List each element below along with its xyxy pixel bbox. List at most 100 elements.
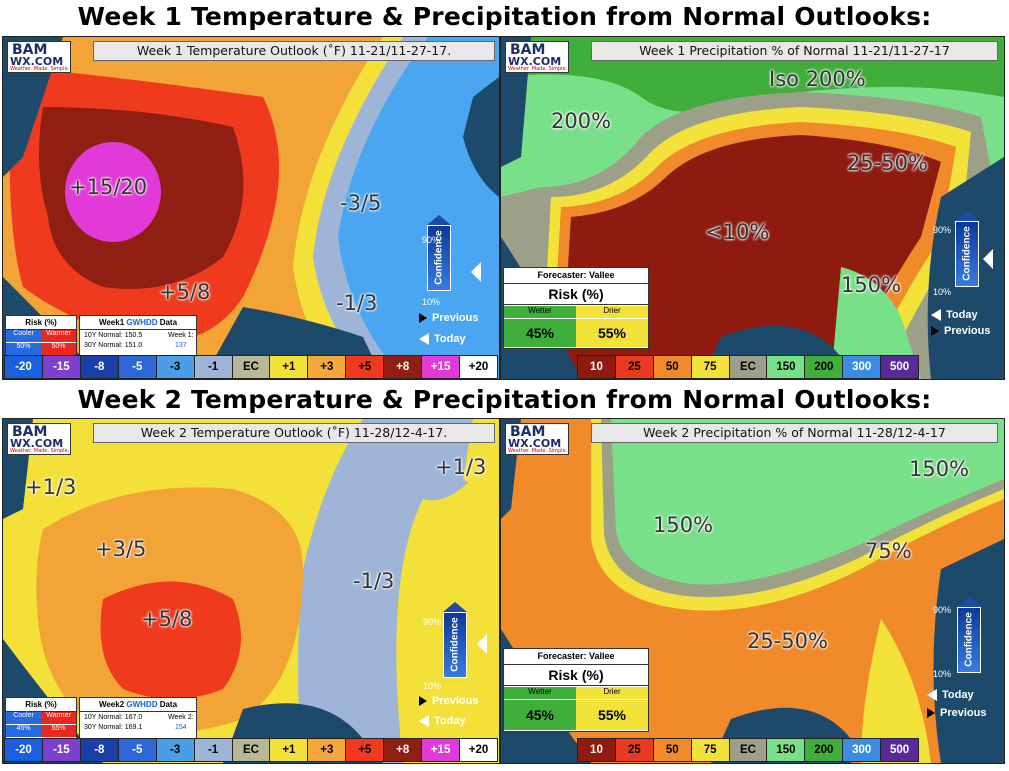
scale-swatch: EC [729, 356, 768, 378]
scale-swatch: -8 [80, 739, 119, 761]
previous-marker-icon [931, 326, 939, 337]
risk-header: Risk (%) [6, 698, 76, 712]
map-label: 150% [909, 457, 970, 481]
logo-line2: WX.COM [508, 55, 562, 68]
temperature-scale: -20 -15 -8 -5 -3 -1 EC +1 +3 +5 +8 +15 +20 [4, 355, 498, 379]
forecaster-label: Forecaster: Vallee [504, 649, 648, 665]
scale-swatch: 10 [578, 356, 616, 378]
map-label: +5/8 [141, 607, 193, 631]
logo-line2: WX.COM [10, 437, 64, 450]
previous-label: Previous [432, 695, 479, 707]
scale-swatch: -3 [156, 739, 195, 761]
today-label: Today [434, 333, 466, 345]
scale-swatch: 75 [691, 356, 730, 378]
today-legend: Today [419, 333, 466, 346]
scale-swatch: 500 [881, 356, 919, 378]
scale-swatch: 75 [691, 739, 730, 761]
gwhdd-30y: 30Y Normal: 151.0 [84, 342, 143, 349]
today-marker-icon [931, 309, 941, 322]
precip-risk-box: Forecaster: Vallee Risk (%) Wetter Drier… [503, 648, 649, 732]
today-legend: Today [927, 689, 974, 702]
scale-swatch: -1 [194, 356, 233, 378]
previous-legend: Previous [419, 695, 478, 707]
risk-box: Risk (%) Cooler Warmer 50% 50% [5, 315, 77, 357]
week2-precipitation-panel: BAM WX.COM Weather. Made. Simple. Week 2… [500, 418, 1005, 764]
map-label: 200% [551, 109, 612, 133]
map-label: 150% [653, 513, 714, 537]
logo-tagline: Weather. Made. Simple. [10, 448, 70, 454]
previous-legend: Previous [931, 325, 990, 337]
panel-title: Week 1 Precipitation % of Normal 11-21/1… [591, 41, 998, 61]
today-legend: Today [931, 309, 978, 322]
warmer-label: Warmer [41, 330, 76, 342]
map-label: 150% [841, 273, 902, 297]
scale-swatch: 500 [881, 739, 919, 761]
previous-label: Previous [944, 325, 991, 337]
confidence-low: 10% [933, 287, 952, 297]
scale-swatch: -1 [194, 739, 233, 761]
risk-header: Risk (%) [6, 316, 76, 330]
today-label: Today [942, 689, 974, 701]
map-label: 25-50% [747, 629, 828, 653]
confidence-high: 90% [933, 225, 952, 235]
today-marker-icon [927, 689, 937, 702]
logo-line1: BAM [12, 424, 48, 440]
risk-label: Risk (%) [504, 284, 648, 305]
scale-swatch: +15 [422, 739, 461, 761]
drier-value: 55% [576, 700, 648, 730]
map-label: +3/5 [95, 537, 147, 561]
gwhdd-10y: 10Y Normal: 150.5 [84, 332, 143, 339]
previous-marker-icon [419, 696, 427, 707]
scale-swatch: 300 [843, 739, 882, 761]
gwhdd-week-value: 154 [175, 724, 187, 731]
risk-label: Risk (%) [504, 665, 648, 686]
confidence-high: 90% [422, 235, 441, 245]
today-legend: Today [419, 715, 466, 728]
scale-swatch: -8 [80, 356, 119, 378]
logo-line1: BAM [12, 42, 48, 58]
scale-swatch: +8 [384, 356, 423, 378]
drier-value: 55% [576, 319, 648, 347]
panel-title: Week 2 Precipitation % of Normal 11-28/1… [591, 423, 998, 443]
confidence-low: 10% [933, 669, 952, 679]
confidence-bar: Confidence [443, 612, 467, 678]
previous-marker-icon [419, 313, 427, 324]
map-label: -3/5 [340, 191, 382, 215]
forecaster-label: Forecaster: Vallee [504, 268, 648, 284]
today-label: Today [946, 309, 978, 321]
panel-title: Week 2 Temperature Outlook (˚F) 11-28/12… [93, 423, 495, 443]
previous-legend: Previous [419, 312, 478, 324]
today-pointer-icon [477, 634, 487, 654]
bamwx-logo: BAM WX.COM Weather. Made. Simple. [505, 423, 569, 455]
confidence-low: 10% [423, 681, 442, 691]
scale-swatch: 150 [767, 739, 806, 761]
confidence-bar: Confidence [957, 607, 981, 673]
scale-swatch: 200 [805, 739, 844, 761]
previous-label: Previous [432, 312, 479, 324]
wetter-value: 45% [504, 319, 576, 347]
map-label: -1/3 [336, 291, 378, 315]
wetter-label: Wetter [504, 687, 576, 699]
confidence-label: Confidence [961, 226, 973, 281]
warmer-value: 55% [41, 725, 76, 737]
map-label: <10% [705, 220, 770, 244]
previous-marker-icon [927, 708, 935, 719]
warmer-value: 50% [41, 343, 76, 355]
confidence-low: 10% [422, 297, 441, 307]
logo-line2: WX.COM [508, 437, 562, 450]
scale-swatch: +8 [384, 739, 423, 761]
today-label: Today [434, 715, 466, 727]
week2-temperature-panel: BAM WX.COM Weather. Made. Simple. Week 2… [2, 418, 500, 764]
bamwx-logo: BAM WX.COM Weather. Made. Simple. [505, 41, 569, 73]
confidence-high: 90% [933, 605, 952, 615]
scale-swatch: EC [232, 356, 271, 378]
scale-swatch: 200 [805, 356, 844, 378]
gwhdd-data-box: Week2 GWHDD Data 10Y Normal: 167.0 30Y N… [79, 697, 197, 739]
week2-temperature-map [3, 419, 499, 763]
logo-tagline: Weather. Made. Simple. [508, 66, 568, 72]
scale-swatch: +20 [460, 739, 497, 761]
logo-line2: WX.COM [10, 55, 64, 68]
drier-label: Drier [576, 306, 648, 318]
cooler-value: 45% [6, 725, 41, 737]
today-pointer-icon [983, 249, 993, 269]
